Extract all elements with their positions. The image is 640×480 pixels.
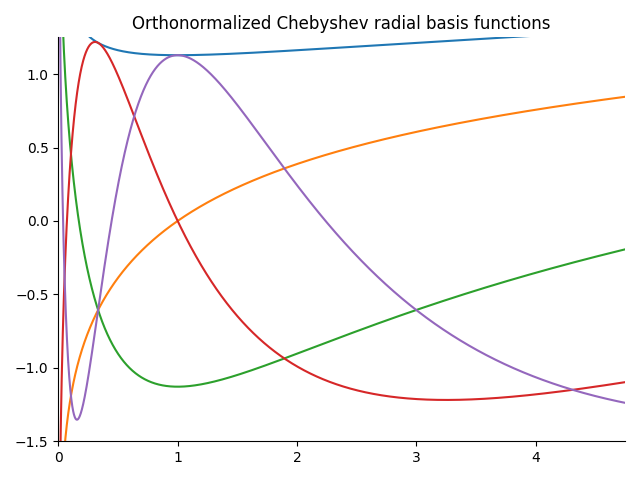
Title: Orthonormalized Chebyshev radial basis functions: Orthonormalized Chebyshev radial basis f…: [132, 15, 551, 33]
